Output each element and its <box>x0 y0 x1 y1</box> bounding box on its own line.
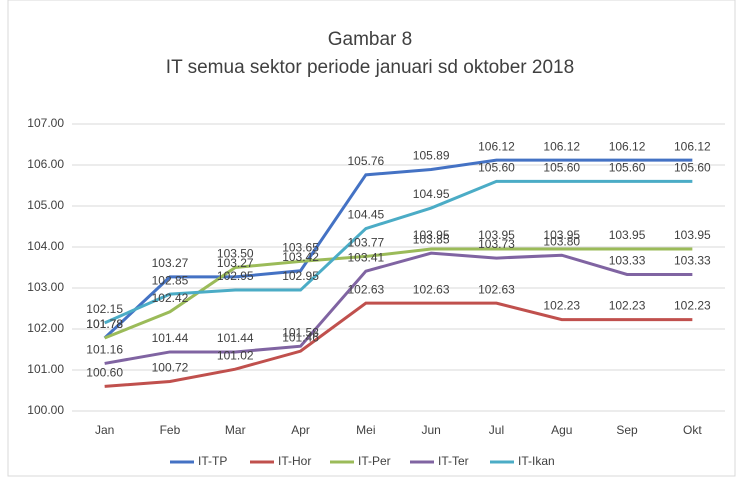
data-label: 103.27 <box>152 256 189 270</box>
data-label: 103.50 <box>217 247 254 261</box>
data-label: 103.73 <box>478 237 515 251</box>
data-label: 103.80 <box>543 234 580 248</box>
y-tick-label: 106.00 <box>27 157 64 171</box>
legend-label: IT-TP <box>198 454 227 468</box>
data-label: 104.45 <box>347 208 384 222</box>
data-label: 103.33 <box>674 254 711 268</box>
series-line <box>103 158 693 340</box>
x-tick-label: Jun <box>421 423 440 437</box>
y-tick-label: 101.00 <box>27 362 64 376</box>
data-label: 100.72 <box>152 361 189 375</box>
y-tick-label: 104.00 <box>27 239 64 253</box>
data-label: 103.95 <box>543 228 580 242</box>
data-label: 103.95 <box>413 228 450 242</box>
data-label: 101.58 <box>282 325 319 339</box>
data-label: 101.44 <box>217 331 254 345</box>
data-label: 101.78 <box>86 317 123 331</box>
data-label: 102.63 <box>413 282 450 296</box>
data-label: 102.95 <box>282 269 319 283</box>
data-label: 106.12 <box>609 139 646 153</box>
data-label: 105.60 <box>609 161 646 175</box>
data-label: 102.15 <box>86 302 123 316</box>
data-label: 105.60 <box>478 161 515 175</box>
data-label: 102.23 <box>543 299 580 313</box>
data-label: 103.65 <box>282 241 319 255</box>
series-line <box>104 251 693 365</box>
x-tick-label: Agu <box>551 423 572 437</box>
data-label: 102.95 <box>217 269 254 283</box>
data-label: 103.33 <box>609 254 646 268</box>
data-label: 100.60 <box>86 366 123 380</box>
series-line <box>104 301 693 388</box>
x-tick-label: Feb <box>160 423 181 437</box>
data-label: 102.42 <box>152 291 189 305</box>
legend-label: IT-Per <box>358 454 391 468</box>
series-line <box>104 179 693 325</box>
chart-subtitle: IT semua sektor periode januari sd oktob… <box>166 57 574 78</box>
x-tick-label: Jan <box>95 423 114 437</box>
y-tick-label: 103.00 <box>27 280 64 294</box>
data-label: 101.44 <box>152 331 189 345</box>
data-label: 103.95 <box>609 228 646 242</box>
x-tick-label: Okt <box>683 423 702 437</box>
x-tick-label: Mei <box>356 423 375 437</box>
data-label: 102.85 <box>152 273 189 287</box>
y-tick-label: 107.00 <box>27 116 64 130</box>
series-line <box>104 247 693 340</box>
data-label: 103.77 <box>347 236 384 250</box>
data-label: 106.12 <box>674 139 711 153</box>
data-label: 105.60 <box>674 161 711 175</box>
data-label: 103.42 <box>282 250 319 264</box>
data-label: 103.27 <box>217 256 254 270</box>
data-label: 102.23 <box>609 299 646 313</box>
data-label: 105.89 <box>413 149 450 163</box>
legend-label: IT-Ter <box>438 454 469 468</box>
chart-title: Gambar 8 <box>328 29 412 50</box>
data-label: 106.12 <box>543 139 580 153</box>
x-tick-label: Mar <box>225 423 246 437</box>
data-label: 101.16 <box>86 343 123 357</box>
data-label: 103.85 <box>413 232 450 246</box>
data-label: 106.12 <box>478 139 515 153</box>
data-label: 101.02 <box>217 348 254 362</box>
data-label: 102.23 <box>674 299 711 313</box>
chart-frame <box>7 0 736 477</box>
legend-label: IT-Ikan <box>518 454 555 468</box>
x-tick-label: Apr <box>291 423 310 437</box>
y-tick-label: 102.00 <box>27 321 64 335</box>
x-tick-label: Jul <box>489 423 504 437</box>
data-label: 104.95 <box>413 187 450 201</box>
x-tick-label: Sep <box>616 423 638 437</box>
legend-label: IT-Hor <box>278 454 311 468</box>
data-label: 105.60 <box>543 161 580 175</box>
data-label: 103.41 <box>347 250 384 264</box>
data-label: 101.46 <box>282 330 319 344</box>
data-label: 103.95 <box>478 228 515 242</box>
data-label: 101.78 <box>86 317 123 331</box>
y-tick-label: 105.00 <box>27 198 64 212</box>
data-label: 102.63 <box>347 282 384 296</box>
y-tick-label: 100.00 <box>27 403 64 417</box>
data-label: 103.95 <box>674 228 711 242</box>
data-label: 102.63 <box>478 282 515 296</box>
data-label: 105.76 <box>347 154 384 168</box>
